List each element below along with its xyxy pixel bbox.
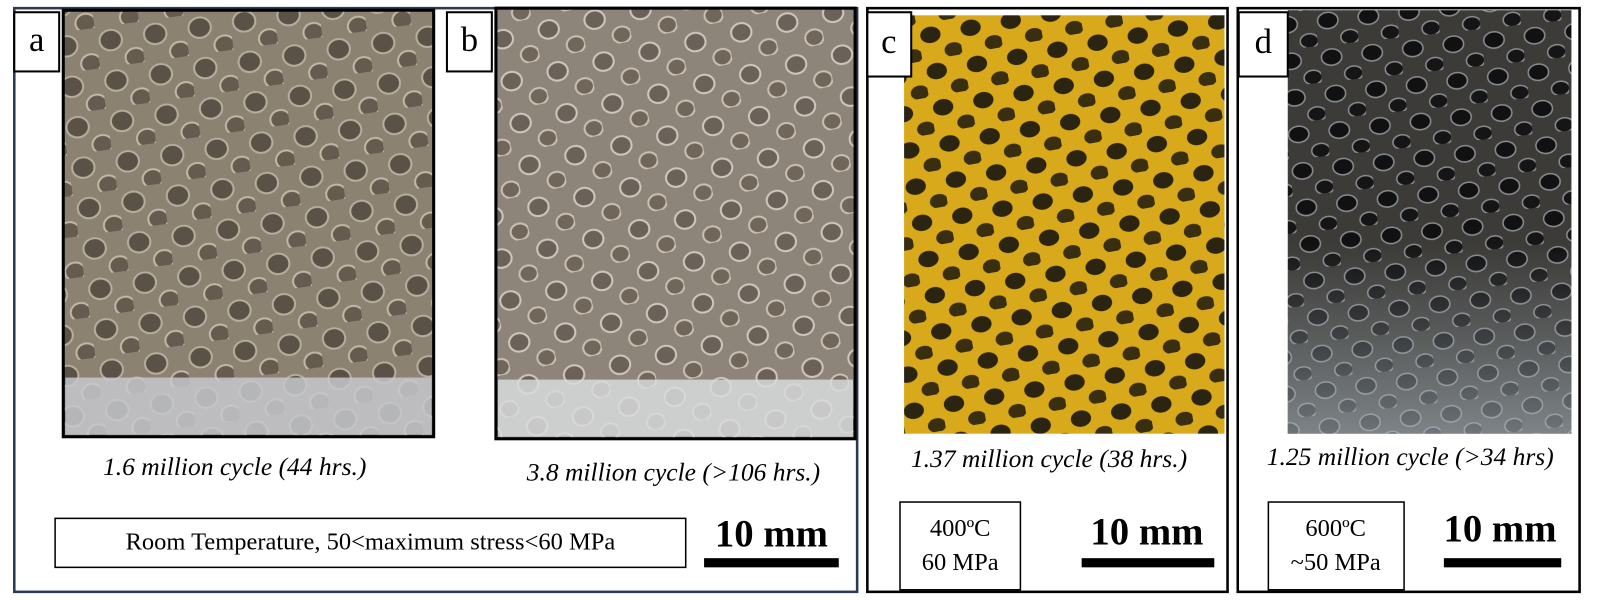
panel-frame xyxy=(13,6,859,594)
scale-bar xyxy=(704,558,839,568)
condition: Room Temperature, 50<maximum stress<60 M… xyxy=(126,529,616,556)
panel-label: c xyxy=(881,22,896,61)
condition-box xyxy=(54,517,687,569)
label-box xyxy=(445,11,493,73)
condition: 400ºC xyxy=(930,515,991,542)
scale-bar-label: 10 mm xyxy=(1443,508,1556,551)
condition: 60 MPa xyxy=(922,549,999,576)
photo-overlay xyxy=(1287,10,1572,434)
caption: 1.25 million cycle (>34 hrs) xyxy=(1267,442,1554,471)
caption: 3.8 million cycle (>106 hrs.) xyxy=(526,457,820,486)
condition-box xyxy=(899,501,1022,591)
label-box xyxy=(13,11,61,73)
caption: 1.6 million cycle (44 hrs.) xyxy=(103,452,366,481)
scale-bar-label: 10 mm xyxy=(1090,511,1203,554)
scale-bar-label: 10 mm xyxy=(715,513,828,556)
condition: 600ºC xyxy=(1305,515,1366,542)
photo xyxy=(904,15,1225,434)
label-box xyxy=(1237,11,1289,78)
panel-label: d xyxy=(1255,22,1272,61)
panel-label: a xyxy=(29,20,44,59)
panel-frame xyxy=(866,6,1229,594)
panel-frame xyxy=(1236,6,1581,594)
scale-bar xyxy=(1081,558,1215,568)
condition: ~50 MPa xyxy=(1291,549,1381,576)
panel-label: b xyxy=(461,20,478,59)
photo xyxy=(61,8,436,439)
label-box xyxy=(866,11,913,78)
scale-bar xyxy=(1443,558,1562,568)
photo xyxy=(494,6,857,441)
photo-grip xyxy=(65,377,432,435)
photo-grip xyxy=(497,379,854,437)
condition-box xyxy=(1267,501,1405,591)
caption: 1.37 million cycle (38 hrs.) xyxy=(911,444,1187,473)
